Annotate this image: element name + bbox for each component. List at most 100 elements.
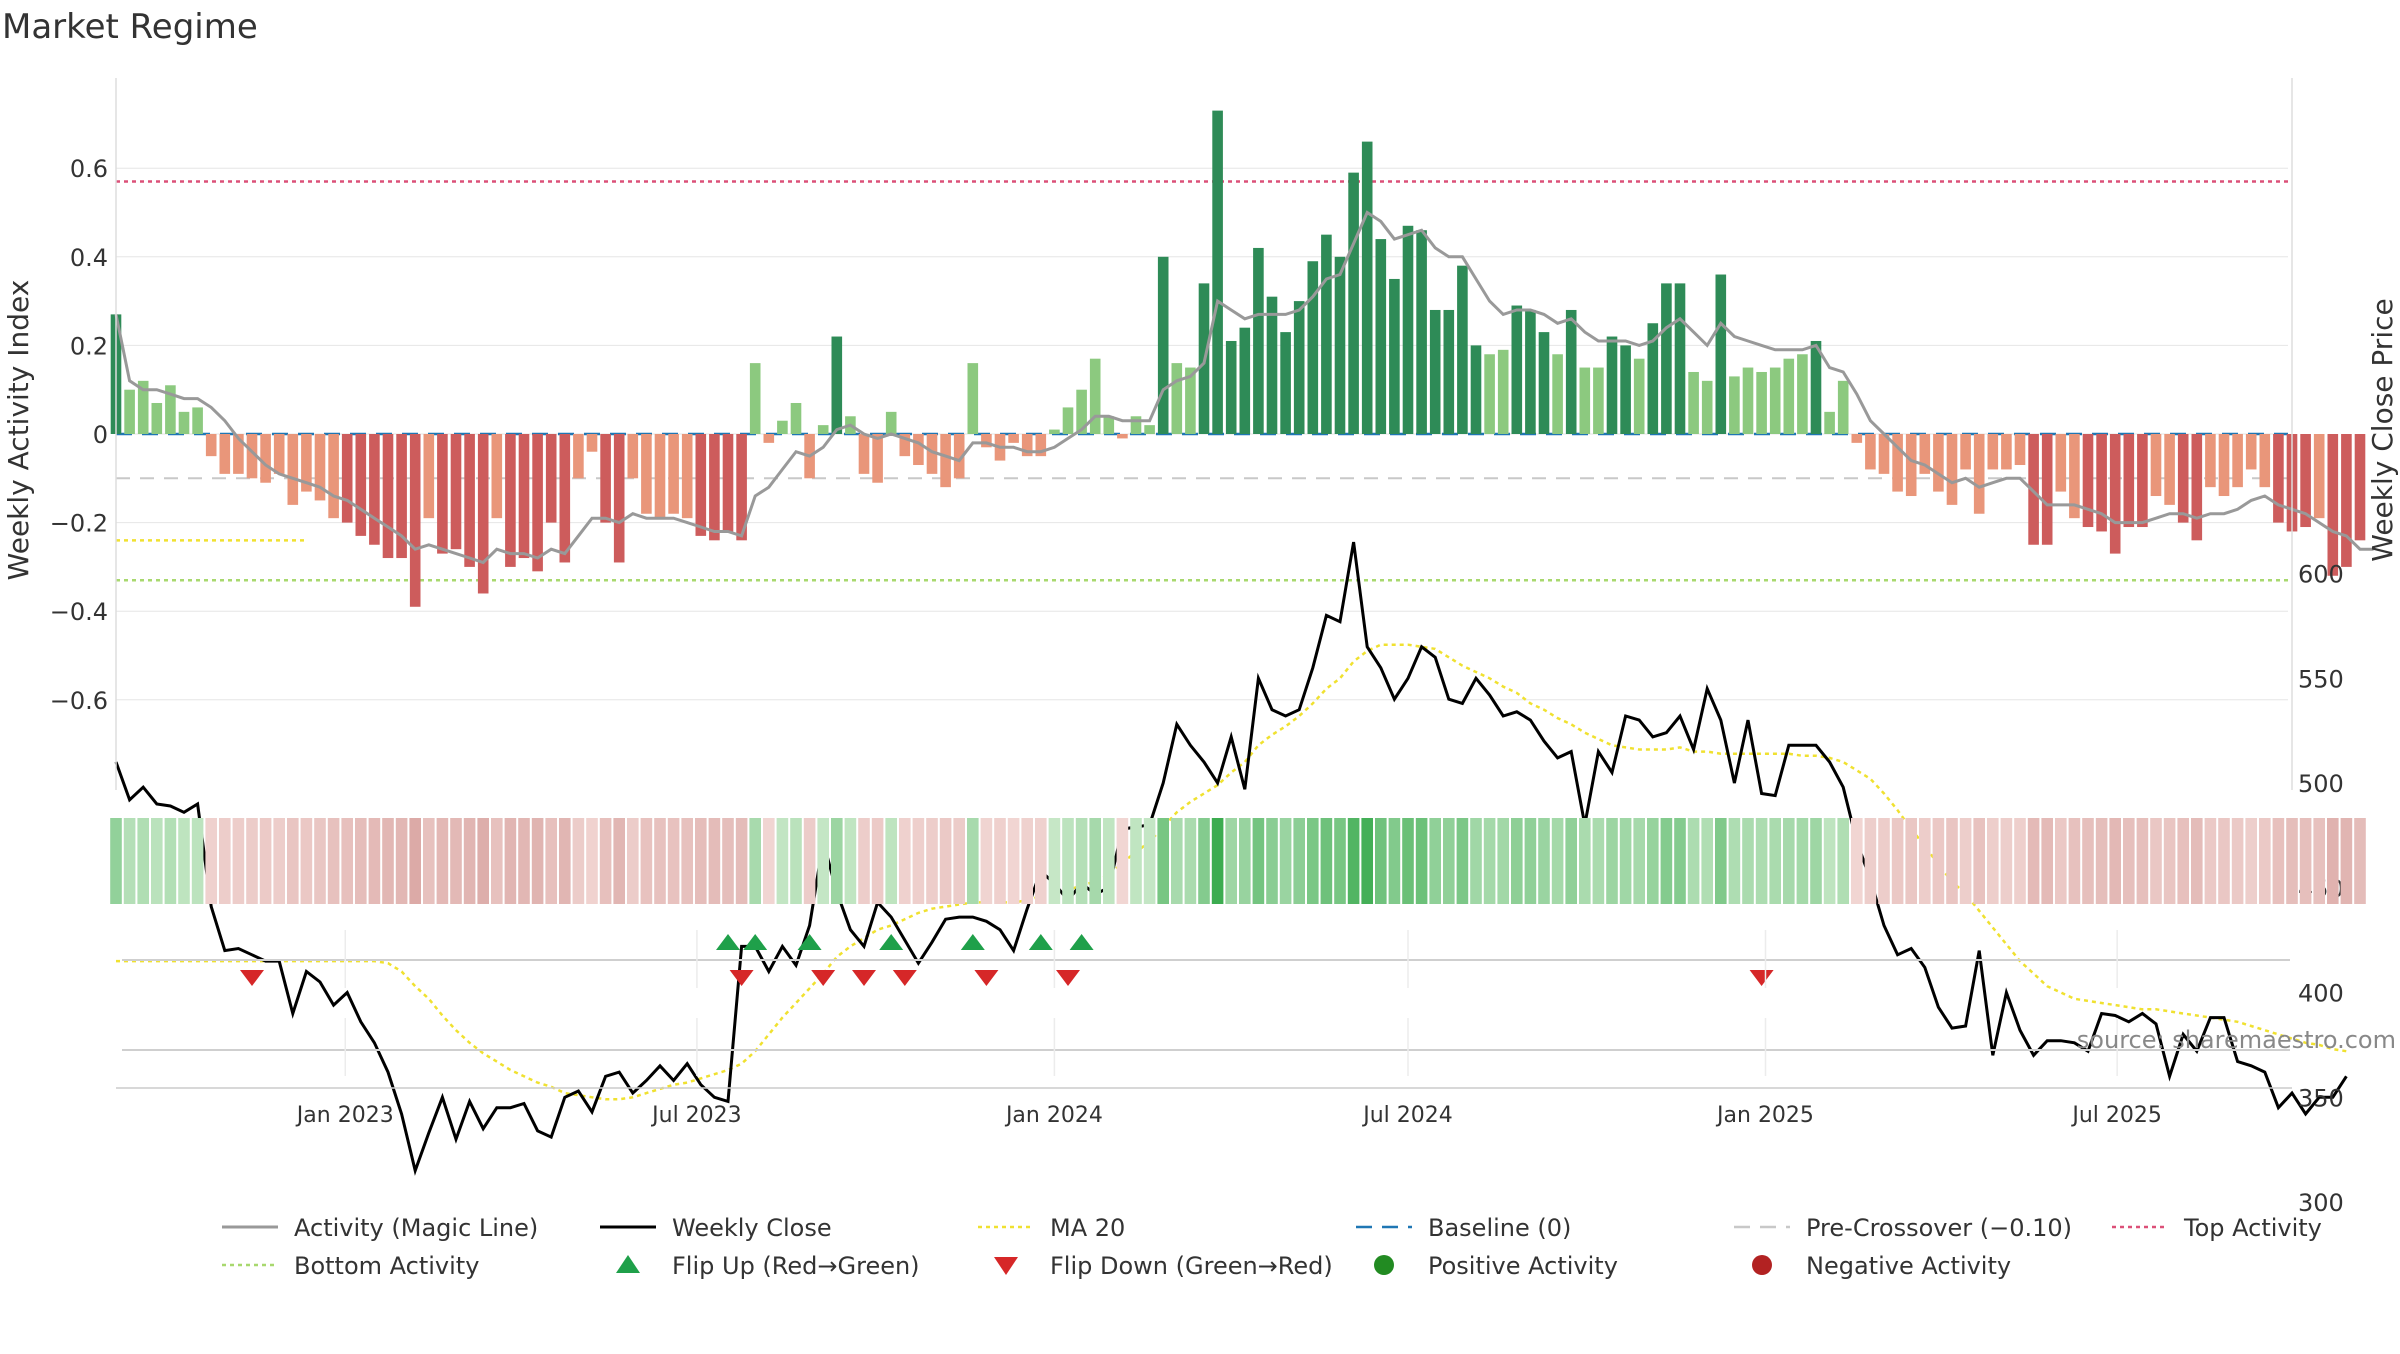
heat-cell [1483,818,1496,904]
activity-bar [450,434,462,550]
activity-bar [790,402,802,434]
legend-swatch [1752,1255,1772,1275]
activity-bar [2205,434,2216,488]
legend-item: Pre-Crossover (−0.10) [1734,1214,2072,1242]
activity-bar [1525,309,1536,434]
activity-bar [464,434,475,567]
heat-cell [627,818,639,904]
activity-bar [858,434,870,474]
heat-cell [2218,818,2230,904]
flip-down-marker [240,970,264,986]
heat-cell [1565,818,1577,904]
activity-bar [1633,358,1645,434]
activity-bar [600,434,611,523]
heat-cell [967,818,979,904]
y-tick-label: −0.6 [50,687,108,715]
heat-cell [1837,818,1849,904]
heat-cell [1959,818,1972,904]
heat-cell [2245,818,2257,904]
activity-bar [1919,434,1931,474]
activity-bar [763,434,775,443]
y-tick-label: 0 [93,421,108,449]
activity-bar [124,389,135,434]
heat-cell [831,818,843,904]
heat-cell [2259,818,2271,904]
activity-bar [967,363,979,434]
heat-cell [1048,818,1061,904]
heat-cell [1687,818,1700,904]
heat-cell [545,818,557,904]
activity-bar [654,434,666,519]
flip-up-marker [797,934,822,950]
heat-cell [654,818,666,904]
heat-cell [123,818,136,904]
activity-bar [1797,354,1808,434]
heat-cell [939,818,952,904]
heat-cell [1320,818,1333,904]
activity-bar [491,434,503,519]
heat-cell [1796,818,1809,904]
legend-item: Top Activity [2112,1214,2322,1242]
heat-cell [2191,818,2203,904]
legend-item: Positive Activity [1374,1252,1618,1280]
y-tick-label: −0.4 [50,598,108,626]
flip-down-marker [892,970,917,986]
heat-cell [613,818,625,904]
heat-cell [1497,818,1509,904]
legend: Activity (Magic Line) Weekly Close MA 20 Ba… [222,1214,2322,1280]
activity-bar [681,434,693,519]
heat-cell [2123,818,2135,904]
y-tick-label: 0.2 [70,332,108,360]
activity-bar [2055,434,2067,492]
activity-bar [1579,367,1591,434]
heat-cell [1973,818,1985,904]
activity-bar [545,434,557,523]
activity-bar [1987,434,1999,470]
activity-bar [219,434,231,474]
heat-cell [2136,818,2149,904]
heat-cell [1606,818,1618,904]
activity-bar [2218,434,2230,497]
heat-cell [1456,818,1469,904]
activity-bar [1933,434,1944,492]
ma20-line [116,643,2347,1101]
heat-cell [2000,818,2013,904]
activity-bar [369,434,380,545]
activity-bar [2232,434,2243,488]
heat-cell [871,818,884,904]
activity-bar [573,434,584,479]
heat-cell [559,818,571,904]
activity-bar [165,385,176,434]
heat-cell [2327,818,2339,904]
heat-cell [232,818,245,904]
activity-bar [2109,434,2121,554]
heat-cell [599,818,612,904]
heat-cell [219,818,231,904]
activity-bar [2245,434,2257,470]
activity-bars [110,110,2366,607]
activity-bar [1185,367,1196,434]
activity-bar [1021,434,1033,457]
heat-cell [1361,818,1373,904]
activity-bar [559,434,571,563]
x-tick-label: Jul 2025 [2070,1103,2162,1128]
legend-item: Bottom Activity [222,1252,479,1280]
activity-bar [641,434,652,514]
heat-cell [1946,818,1958,904]
activity-bar [1688,371,1699,434]
activity-bar [2273,434,2284,523]
heat-cell [1429,818,1441,904]
heat-cell [1375,818,1387,904]
activity-bar [1865,434,1876,470]
heat-cell [382,818,394,904]
legend-item: Flip Up (Red→Green) [616,1252,920,1280]
heat-cell [1769,818,1781,904]
heat-cell [1919,818,1931,904]
activity-bar [940,434,951,488]
activity-bar [777,420,788,434]
activity-bar [1103,416,1115,434]
activity-bar [137,380,149,434]
activity-bar [233,434,244,474]
activity-bar [1565,309,1577,434]
flip-up-marker [879,934,904,950]
